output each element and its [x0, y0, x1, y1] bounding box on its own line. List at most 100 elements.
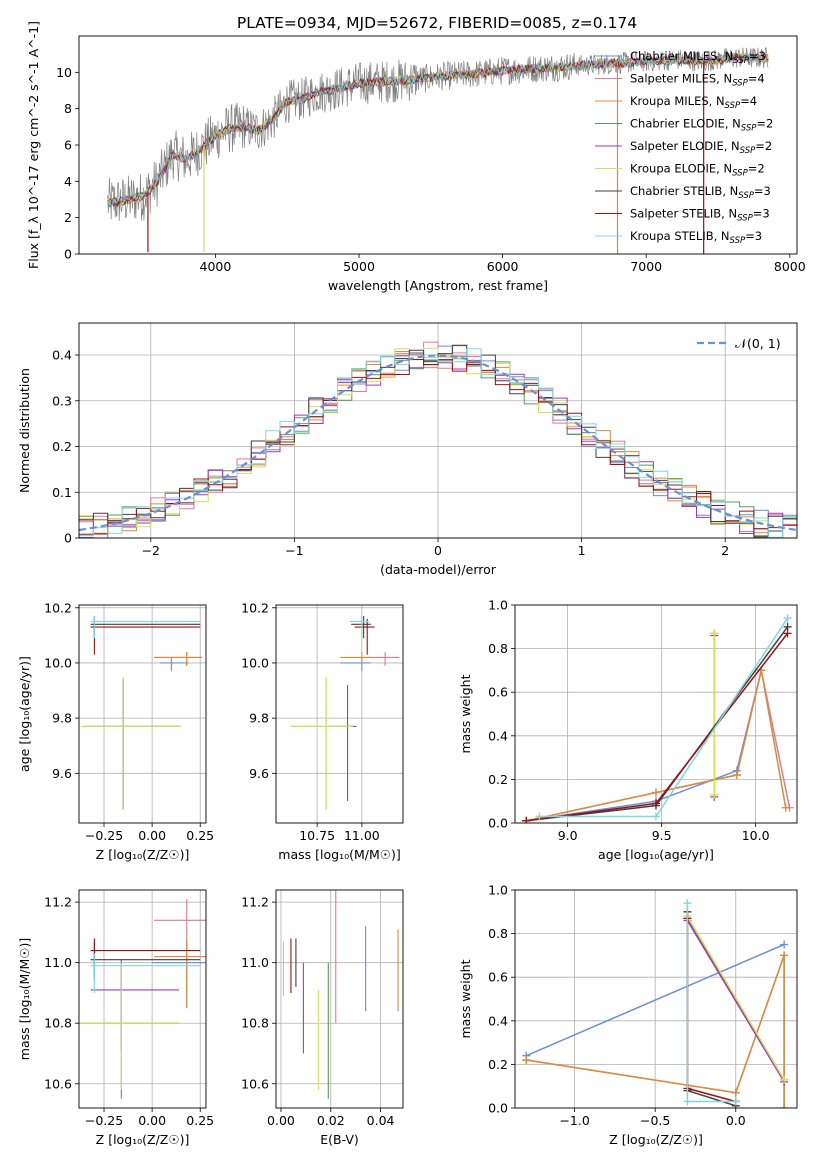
weight-marker: [780, 1075, 789, 1084]
x-tick-label: 9.5: [652, 828, 672, 843]
x-tick-label: 0.25: [186, 1113, 214, 1128]
y-tick-label: 0.4: [488, 728, 508, 743]
y-tick-label: 6: [64, 138, 72, 153]
legend-entry: Chabrier ELODIE, NSSP=2: [630, 117, 773, 134]
chart-age-vs-mass: 10.75 11.00 9.6 9.8 10.0 10.2 mass [log₁₀(M/M☉…: [241, 600, 404, 862]
y-tick-label: 0.8: [488, 641, 508, 656]
y-axis-label: mass weight: [458, 959, 473, 1038]
y-tick-label: 1.0: [488, 598, 508, 613]
plot-area: [290, 616, 400, 810]
weight-marker: [652, 812, 660, 821]
legend-entry: Salpeter MILES, NSSP=4: [630, 72, 765, 89]
x-tick-label: 1: [578, 543, 586, 558]
x-tick-label: 11.00: [344, 828, 380, 843]
y-tick-label: 0.0: [488, 816, 508, 831]
figure-title: PLATE=0934, MJD=52672, FIBERID=0085, z=0…: [237, 14, 637, 32]
y-tick-label: 0.4: [488, 1013, 508, 1028]
x-tick-label: 10.75: [299, 828, 335, 843]
x-tick-label: 10.0: [742, 828, 770, 843]
weight-line: [526, 955, 785, 1108]
x-tick-label: 0.00: [138, 1113, 166, 1128]
weight-marker: [652, 799, 660, 808]
plot-area: [107, 47, 769, 254]
weight-marker: [652, 788, 660, 797]
x-tick-label: 0: [434, 543, 442, 558]
weight-line: [526, 670, 791, 822]
chart-spectrum: Chabrier MILES, NSSP=3 Salpeter MILES, NS…: [26, 21, 806, 293]
x-tick-label: −0.25: [85, 1113, 123, 1128]
plot-area: [522, 899, 789, 1108]
axes-frame: [275, 889, 404, 1109]
y-tick-label: 0.3: [52, 393, 72, 408]
y-tick-label: 4: [64, 174, 72, 189]
legend-entry: Kroupa ELODIE, NSSP=2: [630, 162, 765, 179]
x-axis-label: E(B-V): [320, 1132, 359, 1147]
y-tick-label: 9.8: [249, 711, 269, 726]
y-tick-label: 10.0: [241, 655, 269, 670]
weight-marker: [781, 803, 790, 812]
weight-line: [686, 920, 785, 1083]
x-axis-label: (data-model)/error: [380, 562, 497, 577]
axes-frame: [514, 604, 798, 824]
x-tick-label: 8000: [774, 259, 806, 274]
weight-marker: [783, 614, 792, 623]
y-tick-label: 0: [64, 531, 72, 546]
legend-entry: Kroupa STELIB, NSSP=3: [630, 229, 762, 246]
x-axis-label: Z [log₁₀(Z/Z☉)]: [96, 1132, 190, 1147]
x-axis-label: Z [log₁₀(Z/Z☉)]: [96, 847, 190, 862]
x-tick-label: −0.25: [85, 828, 123, 843]
x-tick-label: 0.02: [317, 1113, 345, 1128]
plot-area: [80, 616, 203, 810]
legend: Chabrier MILES, NSSP=3 Salpeter MILES, NS…: [595, 49, 773, 246]
y-axis-label: age [log₁₀(age/yr)]: [17, 656, 32, 772]
x-tick-label: 4000: [200, 259, 232, 274]
y-tick-label: 10.6: [44, 1076, 72, 1091]
y-axis-label: Normed distribution: [17, 368, 32, 493]
y-tick-label: 11.0: [241, 955, 269, 970]
chart-age-vs-Z: −0.25 0.00 0.25 9.6 9.8 10.0 10.2 Z [log₁₀(Z/Z☉…: [17, 600, 214, 862]
y-tick-label: 10.2: [44, 600, 72, 615]
chart-mass-vs-Z: −0.25 0.00 0.25 10.6 10.8 11.0 11.2 Z [log₁₀(Z/…: [17, 889, 214, 1147]
y-tick-label: 11.2: [241, 895, 269, 910]
weight-line: [686, 918, 736, 1103]
y-tick-label: 0.2: [488, 1057, 508, 1072]
plot-area: [282, 890, 399, 1099]
x-tick-label: 7000: [630, 259, 662, 274]
y-tick-label: 10.8: [44, 1016, 72, 1031]
x-tick-label: −1: [285, 543, 303, 558]
y-tick-label: 0.0: [488, 1101, 508, 1116]
y-tick-label: 10.8: [241, 1016, 269, 1031]
x-tick-label: −2: [142, 543, 160, 558]
y-tick-label: 10.0: [44, 655, 72, 670]
weight-line: [686, 915, 785, 1081]
chart-weight-vs-Z: −1.0 −0.5 0.0 0.0 0.2 0.4 0.6 0.8 1.0 Z [log₁₀(Z/…: [458, 883, 798, 1147]
weight-marker: [710, 629, 719, 638]
weight-marker: [783, 629, 792, 638]
y-tick-label: 0.1: [52, 485, 72, 500]
y-tick-label: 10.2: [241, 600, 269, 615]
weight-line: [526, 943, 785, 1057]
y-tick-label: 0.4: [52, 348, 72, 363]
legend-entry: Chabrier STELIB, NSSP=3: [630, 184, 771, 201]
weight-marker: [732, 771, 741, 780]
model-spectrum: [107, 52, 769, 207]
x-tick-label: 9.0: [558, 828, 578, 843]
y-tick-label: 1.0: [488, 883, 508, 898]
x-tick-label: 0.00: [138, 828, 166, 843]
x-tick-label: 5000: [343, 259, 375, 274]
x-tick-label: 0.00: [267, 1113, 295, 1128]
x-axis-label: wavelength [Angstrom, rest frame]: [328, 278, 548, 293]
axes-frame: [78, 604, 207, 824]
x-tick-label: −1.0: [559, 1113, 589, 1128]
weight-marker: [780, 1104, 789, 1108]
y-axis-label: mass weight: [458, 674, 473, 753]
x-axis-label: mass [log₁₀(M/M☉)]: [278, 847, 400, 862]
residual-histogram: [79, 348, 797, 538]
weight-marker: [731, 1097, 740, 1106]
legend-entry: Kroupa MILES, NSSP=4: [630, 94, 757, 111]
plot-area: [80, 899, 206, 1099]
y-tick-label: 0.2: [488, 772, 508, 787]
weight-marker: [522, 816, 531, 823]
chart-weight-vs-age: 9.0 9.5 10.0 0.0 0.2 0.4 0.6 0.8 1.0 age [log₁₀(a…: [458, 598, 798, 862]
weight-marker: [710, 790, 719, 799]
